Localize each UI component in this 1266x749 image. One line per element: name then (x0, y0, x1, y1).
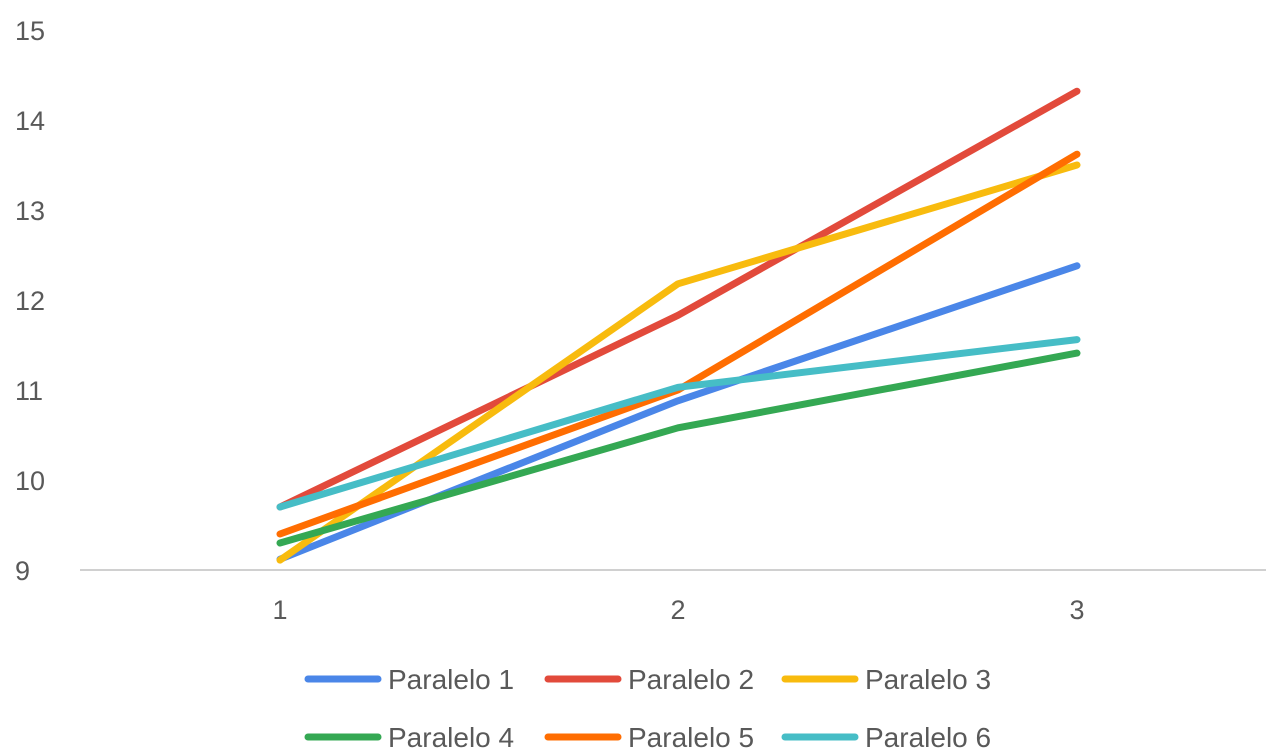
legend-label: Paralelo 4 (388, 722, 514, 749)
legend-item-2: Paralelo 2 (544, 664, 754, 695)
legend-item-5: Paralelo 5 (544, 722, 754, 749)
legend-label: Paralelo 1 (388, 664, 514, 695)
series-line-6 (276, 336, 1081, 511)
y-tick-label: 9 (15, 556, 30, 586)
y-tick-label: 14 (15, 106, 45, 136)
series-line-4 (276, 349, 1081, 547)
legend: Paralelo 1 Paralelo 2 Paralelo 3 Paralelo 4… (304, 664, 991, 749)
legend-item-1: Paralelo 1 (304, 664, 514, 695)
legend-label: Paralelo 6 (865, 722, 991, 749)
legend-label: Paralelo 5 (628, 722, 754, 749)
series-lines (276, 87, 1081, 564)
y-tick-label: 10 (15, 466, 45, 496)
legend-item-6: Paralelo 6 (781, 722, 991, 749)
x-tick-label: 2 (670, 595, 685, 625)
y-tick-label: 13 (15, 196, 45, 226)
legend-label: Paralelo 2 (628, 664, 754, 695)
y-tick-label: 12 (15, 286, 45, 316)
legend-item-4: Paralelo 4 (304, 722, 514, 749)
x-tick-label: 3 (1069, 595, 1084, 625)
x-tick-label: 1 (272, 595, 287, 625)
x-axis-tick-labels: 1 2 3 (272, 595, 1084, 625)
legend-label: Paralelo 3 (865, 664, 991, 695)
y-tick-label: 15 (15, 16, 45, 46)
legend-item-3: Paralelo 3 (781, 664, 991, 695)
y-axis-tick-labels: 9 10 11 12 13 14 15 (15, 16, 45, 586)
series-line-2 (276, 87, 1081, 511)
y-tick-label: 11 (15, 376, 43, 406)
series-line-1 (276, 262, 1081, 563)
